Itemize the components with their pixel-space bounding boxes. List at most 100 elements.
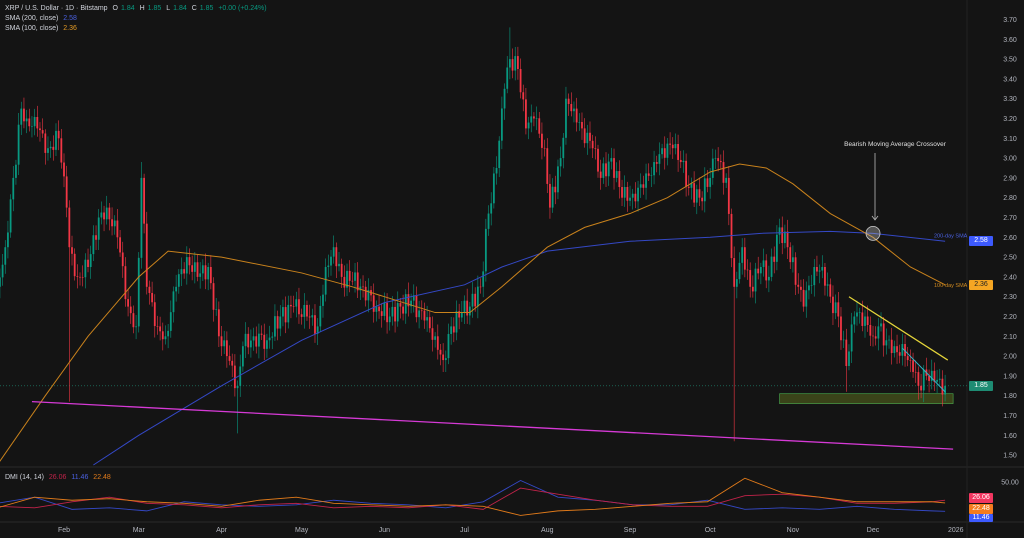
dmi-legend-label: DMI (14, 14) [5, 474, 44, 481]
price-tick-label: 2.80 [1003, 195, 1017, 202]
candle-body [629, 197, 631, 201]
candle-body [76, 276, 79, 277]
candle [682, 150, 685, 173]
candle-body [492, 173, 495, 204]
candle [653, 150, 655, 185]
sma100-legend-label: SMA (100, close) [5, 25, 59, 32]
candle [821, 255, 824, 279]
candle-body [551, 186, 554, 208]
candle [287, 295, 290, 329]
candle-body [570, 104, 573, 112]
candle [220, 325, 223, 356]
candle-body [607, 161, 610, 177]
price-tick-label: 2.20 [1003, 314, 1017, 321]
candle [743, 237, 746, 278]
candle [236, 380, 239, 434]
candle-body [271, 336, 274, 338]
candle-body [618, 171, 621, 188]
candle [100, 201, 103, 225]
candle [810, 274, 813, 294]
candle-body [343, 276, 346, 288]
candle [634, 182, 637, 209]
candle-body [762, 260, 765, 267]
candle [719, 154, 722, 170]
candle-body [460, 312, 463, 318]
candle [853, 311, 856, 333]
candle [912, 352, 914, 378]
candle-body [690, 183, 693, 188]
candle [914, 360, 917, 383]
candle-body [207, 267, 210, 280]
candle-body [586, 132, 589, 144]
candle [92, 225, 95, 261]
candle-body [468, 306, 471, 316]
candle-body [735, 279, 738, 287]
candle-body [567, 98, 570, 105]
candle [541, 122, 543, 160]
candle-body [228, 356, 231, 361]
candle [15, 159, 17, 185]
candle [551, 178, 554, 213]
support-zone[interactable] [779, 393, 954, 404]
candle [784, 224, 786, 249]
candle-body [802, 289, 805, 307]
candle-body [402, 306, 404, 314]
candle-body [898, 352, 901, 356]
candle-body [666, 143, 669, 158]
candle-body [701, 197, 704, 202]
candle [388, 307, 391, 331]
candle-body [450, 326, 453, 334]
candle-body [388, 316, 391, 323]
candle [266, 333, 268, 358]
dmi-legend[interactable]: DMI (14, 14) 26.06 11.46 22.48 [5, 474, 114, 481]
candle [733, 246, 736, 442]
candle [204, 253, 207, 290]
candle-body [79, 276, 81, 278]
candle [132, 305, 135, 334]
candle-body [113, 220, 116, 227]
candle-body [573, 108, 575, 112]
sma100-legend-value: 2.36 [63, 25, 77, 32]
candle [717, 147, 720, 172]
candle-body [805, 290, 808, 307]
candle-body [816, 267, 818, 272]
candle [671, 137, 674, 159]
candle-body [904, 344, 906, 357]
time-tick-label: Nov [787, 527, 800, 534]
candle-body [135, 326, 137, 328]
candle-body [25, 118, 28, 122]
sma100-legend[interactable]: SMA (100, close) 2.36 [5, 25, 80, 32]
candle [12, 166, 15, 212]
candle [225, 331, 228, 368]
candle-body [81, 277, 84, 278]
candle [153, 294, 156, 338]
price-tick-label: 2.90 [1003, 175, 1017, 182]
sma200-legend[interactable]: SMA (200, close) 2.58 [5, 15, 80, 22]
candle [196, 254, 199, 282]
symbol-legend[interactable]: XRP / U.S. Dollar · 1D · Bitstamp O 1.84 … [5, 5, 270, 12]
candle-body [236, 385, 239, 389]
candle [116, 209, 119, 249]
close-label: C [191, 5, 197, 12]
candle-body [538, 118, 541, 134]
candle-body [527, 122, 530, 129]
candle-body [679, 159, 682, 163]
candle [629, 185, 631, 207]
candle-body [204, 265, 207, 280]
candle [55, 123, 57, 156]
price-tick-label: 3.20 [1003, 116, 1017, 123]
candle-body [455, 311, 458, 333]
time-tick-label: Mar [133, 527, 146, 534]
candle [63, 153, 65, 188]
candle-body [127, 299, 129, 307]
candle-body [268, 337, 271, 341]
candle-body [821, 267, 824, 271]
candle [20, 101, 23, 135]
symbol-title: XRP / U.S. Dollar · 1D · Bitstamp [5, 5, 108, 12]
candle [487, 205, 490, 236]
candle-body [20, 108, 23, 125]
candle-body [500, 108, 503, 141]
candle [111, 207, 113, 236]
candle [642, 175, 645, 195]
